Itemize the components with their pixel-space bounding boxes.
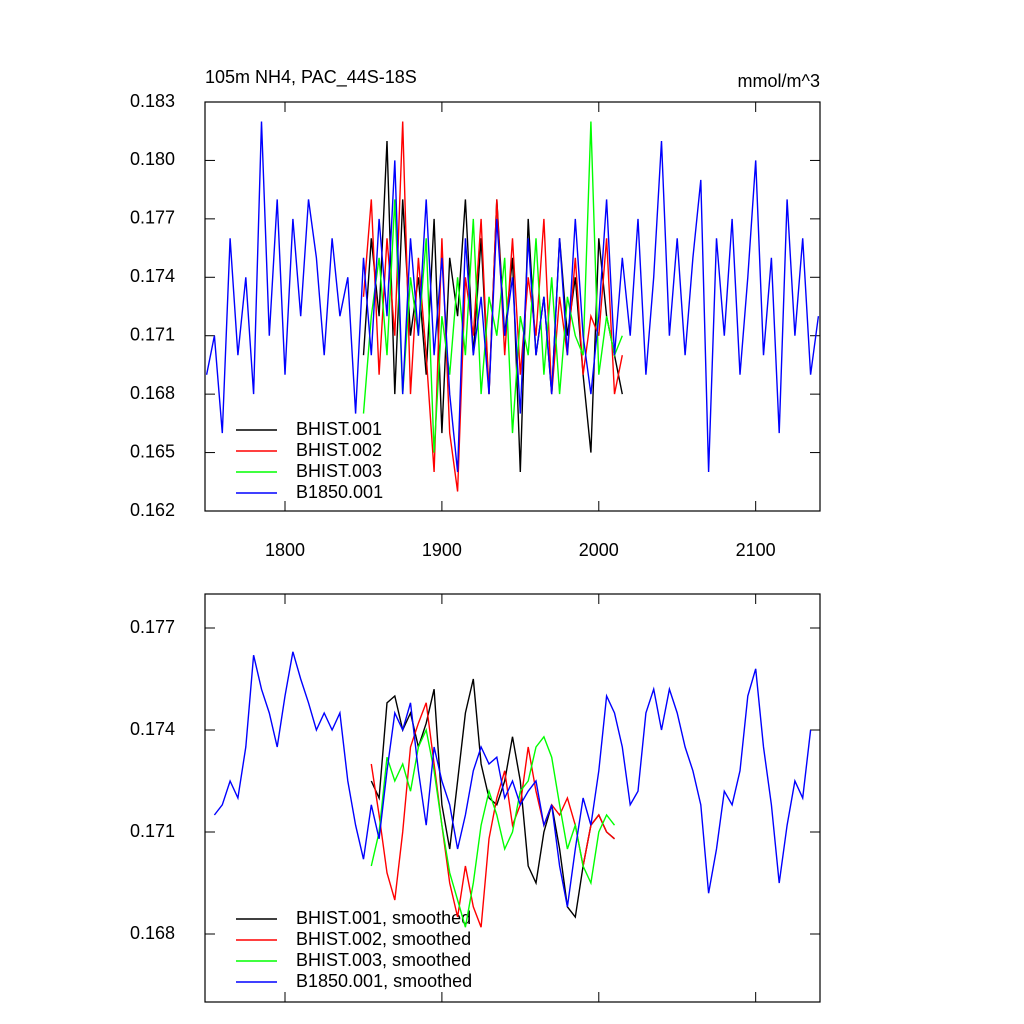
x-tick-label: 1800	[265, 540, 305, 560]
y-tick-label: 0.168	[130, 923, 175, 943]
plot-frame	[204, 593, 821, 1003]
legend-label: B1850.001, smoothed	[296, 971, 472, 991]
y-tick-label: 0.171	[130, 324, 175, 344]
series-line	[205, 121, 820, 473]
y-tick-label: 0.177	[130, 617, 175, 637]
x-tick-label: 1900	[422, 540, 462, 560]
y-tick-label: 0.180	[130, 149, 175, 169]
legend-label: BHIST.003	[296, 461, 382, 481]
series-line	[213, 651, 812, 907]
y-tick-label: 0.183	[130, 91, 175, 111]
y-tick-label: 0.162	[130, 500, 175, 520]
series-line	[370, 727, 616, 928]
chart-title: 105m NH4, PAC_44S-18S	[205, 67, 417, 88]
y-tick-label: 0.177	[130, 208, 175, 228]
y-tick-label: 0.174	[130, 266, 175, 286]
plot-frame	[204, 101, 821, 512]
legend-label: BHIST.001	[296, 419, 382, 439]
y-tick-label: 0.171	[130, 821, 175, 841]
y-tick-label: 0.168	[130, 383, 175, 403]
units-label: mmol/m^3	[738, 71, 820, 91]
legend-label: B1850.001	[296, 482, 383, 502]
x-tick-label: 2000	[579, 540, 619, 560]
y-tick-label: 0.174	[130, 719, 175, 739]
x-tick-label: 2100	[736, 540, 776, 560]
series-line	[370, 702, 615, 928]
legend-label: BHIST.003, smoothed	[296, 950, 471, 970]
legend-label: BHIST.001, smoothed	[296, 908, 471, 928]
y-tick-label: 0.165	[130, 441, 175, 461]
legend-label: BHIST.002	[296, 440, 382, 460]
legend-label: BHIST.002, smoothed	[296, 929, 471, 949]
